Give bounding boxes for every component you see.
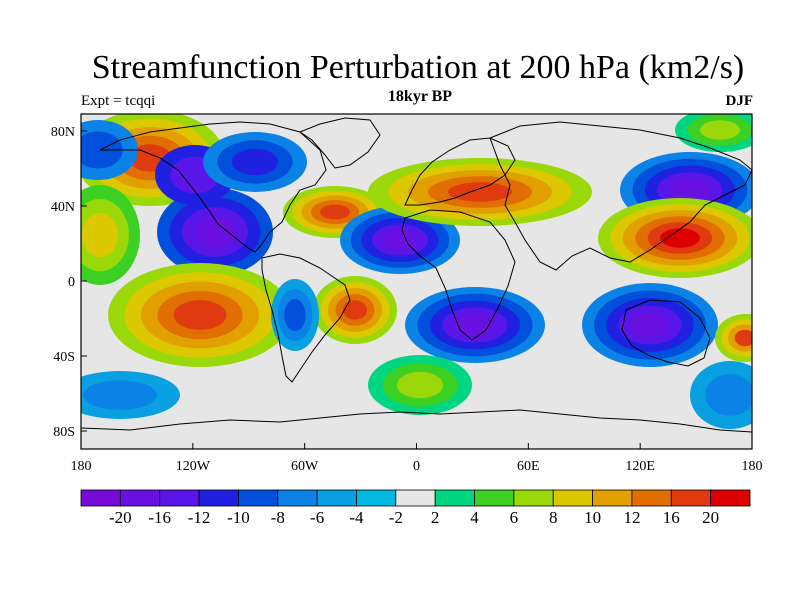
lat-tick-label: 40S xyxy=(53,350,75,365)
coast-asia xyxy=(489,121,752,271)
colorbar-label: -4 xyxy=(349,508,364,527)
colorbar-label: 2 xyxy=(431,508,440,527)
colorbar-swatch xyxy=(159,489,200,507)
colorbar-swatch xyxy=(277,489,318,507)
colorbar-label: -12 xyxy=(188,508,211,527)
coast-antarctica xyxy=(81,409,752,433)
coast-australia xyxy=(621,299,711,367)
colorbar-label: -10 xyxy=(227,508,250,527)
contour-fill xyxy=(705,374,752,416)
coast-south-america xyxy=(261,253,351,383)
coastlines xyxy=(81,117,752,433)
contour-fill xyxy=(82,212,118,258)
lat-tick-label: 80N xyxy=(51,125,75,140)
contour-fill xyxy=(396,371,444,399)
coast-africa xyxy=(401,209,516,341)
colorbar-swatch xyxy=(395,489,436,507)
contour-fill xyxy=(700,120,740,140)
colorbar-label: 6 xyxy=(510,508,519,527)
colorbar-swatch xyxy=(474,489,515,507)
colorbar-label: 4 xyxy=(470,508,479,527)
contour-fill xyxy=(320,204,350,220)
colorbar-swatch xyxy=(710,489,751,507)
lat-tick-label: 40N xyxy=(51,200,75,215)
lon-tick-label: 60E xyxy=(517,459,540,474)
contour-fill xyxy=(670,179,710,201)
colorbar-swatch xyxy=(119,489,161,507)
lon-tick-label: 180 xyxy=(742,459,763,474)
figure-title: Streamfunction Perturbation at 200 hPa (… xyxy=(91,49,745,86)
lon-tick-label: 180 xyxy=(71,459,92,474)
lat-tick-label: 0 xyxy=(68,275,75,290)
contour-fill xyxy=(194,216,236,248)
lat-tick-label: 80S xyxy=(53,425,75,440)
colorbar-label: -20 xyxy=(109,508,132,527)
colorbar-label: 16 xyxy=(663,508,680,527)
streamfunction-field xyxy=(81,114,752,449)
contour-fill xyxy=(630,313,670,337)
colorbar-swatch xyxy=(80,489,121,507)
colorbar-swatch xyxy=(434,489,475,507)
lon-tick-label: 120E xyxy=(625,459,655,474)
contour-fill xyxy=(173,300,227,330)
coast-europe xyxy=(404,137,516,206)
colorbar-label: 8 xyxy=(549,508,558,527)
lon-tick-label: 0 xyxy=(413,459,420,474)
contour-fill xyxy=(231,148,279,176)
coast-greenland xyxy=(298,117,381,169)
axis-ticks: 180 120W 60W 0 60E 120E 180 80N 40N 0 40S 80S xyxy=(51,125,763,474)
experiment-label: Expt = tcqqi xyxy=(81,93,156,109)
colorbar-label: -2 xyxy=(389,508,403,527)
colorbar-label: 20 xyxy=(702,508,719,527)
contour-fill xyxy=(284,299,306,331)
colorbar-swatch xyxy=(356,489,397,507)
colorbar-swatch xyxy=(631,489,672,507)
coast-north-america xyxy=(99,121,327,253)
colorbar-label: -8 xyxy=(271,508,285,527)
colorbar-swatch xyxy=(592,489,633,507)
colorbar-swatch xyxy=(670,489,712,507)
colorbar-swatch xyxy=(552,489,593,507)
contour-fill xyxy=(382,230,418,250)
contour-fill xyxy=(448,182,512,202)
colorbar-label: 10 xyxy=(584,508,601,527)
season-label: DJF xyxy=(725,93,754,109)
contour-fill xyxy=(83,380,157,410)
colorbar: -20 -16 -12 -10 -8 -6 -4 -2 2 4 6 8 10 12 16 20 xyxy=(80,489,751,527)
contour-fill xyxy=(660,228,700,248)
lon-tick-label: 120W xyxy=(176,459,211,474)
colorbar-swatch xyxy=(513,489,554,507)
colorbar-label: -16 xyxy=(148,508,171,527)
figure-subtitle: 18kyr BP xyxy=(387,88,453,105)
colorbar-swatch xyxy=(198,489,239,507)
colorbar-label: 12 xyxy=(623,508,640,527)
colorbar-swatch xyxy=(238,489,279,507)
colorbar-label: -6 xyxy=(310,508,324,527)
colorbar-swatch xyxy=(316,489,357,507)
lon-tick-label: 60W xyxy=(291,459,319,474)
contour-fill xyxy=(343,300,367,320)
contour-fill xyxy=(734,329,752,347)
